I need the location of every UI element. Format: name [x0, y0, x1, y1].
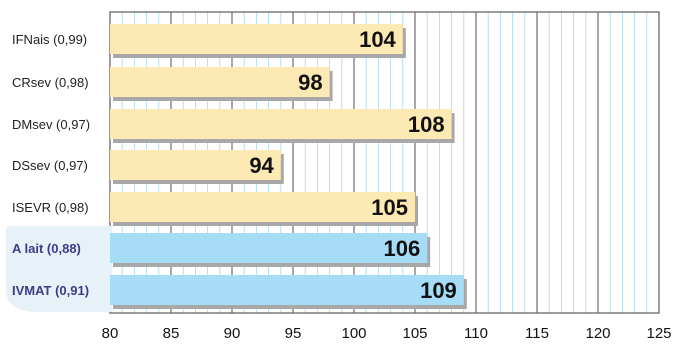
bar-value-label: 108: [408, 112, 445, 137]
x-tick-label: 80: [102, 325, 119, 342]
bar: [110, 275, 464, 305]
bar: [110, 67, 330, 97]
x-tick-label: 110: [464, 325, 488, 342]
bar: [110, 233, 428, 263]
x-tick-label: 105: [402, 325, 427, 342]
bar-value-label: 104: [359, 27, 396, 52]
highlight-label-panel: [6, 226, 112, 312]
x-tick-label: 85: [163, 325, 180, 342]
x-tick-label: 115: [525, 325, 549, 342]
x-tick-label: 100: [341, 325, 366, 342]
bar: [110, 24, 403, 54]
x-tick-label: 125: [646, 325, 671, 342]
category-label: IFNais (0,99): [12, 32, 87, 47]
category-label: ISEVR (0,98): [12, 200, 89, 215]
bar-value-label: 105: [371, 195, 408, 220]
x-tick-label: 120: [585, 325, 610, 342]
category-label: CRsev (0,98): [12, 75, 89, 90]
bar-value-label: 98: [298, 70, 322, 95]
category-label: A lait (0,88): [12, 241, 81, 256]
category-label: DMsev (0,97): [12, 117, 90, 132]
x-tick-label: 90: [224, 325, 241, 342]
bar: [110, 109, 452, 139]
bar: [110, 150, 281, 180]
x-tick-label: 95: [285, 325, 302, 342]
bar: [110, 192, 415, 222]
bar-value-label: 109: [420, 278, 457, 303]
category-label: DSsev (0,97): [12, 158, 88, 173]
category-label: IVMAT (0,91): [12, 283, 89, 298]
bar-value-label: 94: [249, 153, 274, 178]
bar-value-label: 106: [383, 236, 420, 261]
